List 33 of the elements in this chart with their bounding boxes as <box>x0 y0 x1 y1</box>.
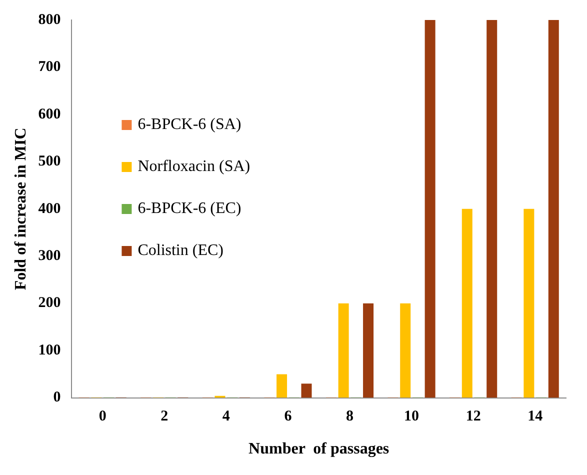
bar <box>486 20 498 398</box>
bar <box>338 303 349 398</box>
y-tick-label: 200 <box>38 295 61 312</box>
legend-label: Colistin (EC) <box>138 242 224 260</box>
x-axis-title: Number of passages <box>248 440 390 458</box>
y-tick-label: 700 <box>38 59 61 76</box>
bar <box>424 20 436 398</box>
bar <box>301 384 312 398</box>
y-tick-label: 300 <box>38 248 61 264</box>
legend-label: Norfloxacin (SA) <box>138 158 250 176</box>
y-tick-label: 400 <box>38 200 61 217</box>
bar <box>462 208 472 398</box>
legend-label: 6-BPCK-6 (EC) <box>138 200 242 218</box>
bar <box>276 374 288 398</box>
bar <box>548 20 559 398</box>
y-tick-label: 800 <box>38 12 61 28</box>
x-tick-label: 14 <box>528 408 544 425</box>
y-tick-label: 500 <box>38 154 61 170</box>
x-tick-label: 8 <box>346 408 354 425</box>
x-tick-label: 6 <box>284 408 292 425</box>
x-tick-label: 4 <box>222 408 230 425</box>
bar <box>363 303 374 398</box>
x-tick-label: 10 <box>404 408 420 425</box>
legend-label: 6-BPCK-6 (SA) <box>138 116 242 134</box>
y-tick-label: 600 <box>38 106 61 122</box>
y-tick-label: 100 <box>38 342 61 358</box>
bar <box>524 208 534 398</box>
y-tick-label: 0 <box>53 390 61 406</box>
x-tick-label: 12 <box>466 408 481 425</box>
x-tick-label: 0 <box>98 408 106 425</box>
bar <box>400 303 411 398</box>
x-tick-label: 2 <box>160 408 168 425</box>
y-axis-title: Fold of increase in MIC <box>12 128 30 290</box>
